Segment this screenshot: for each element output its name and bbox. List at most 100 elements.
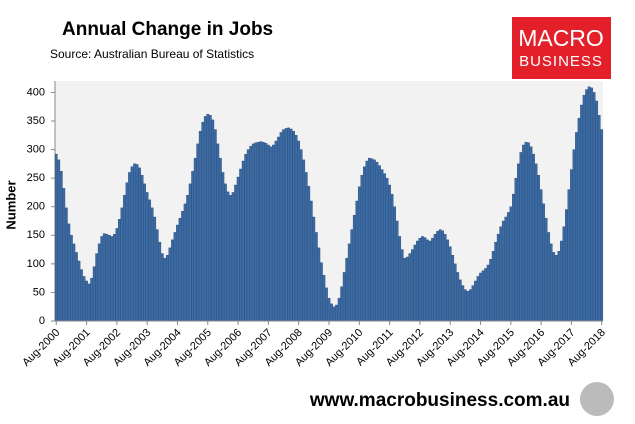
bar xyxy=(476,276,480,322)
bar xyxy=(62,188,66,322)
bar xyxy=(489,259,492,322)
bar xyxy=(279,132,283,322)
bar xyxy=(231,192,235,322)
bar xyxy=(90,277,93,322)
bar xyxy=(196,143,200,322)
bar xyxy=(171,239,174,322)
bar xyxy=(597,115,601,322)
bar xyxy=(592,92,596,322)
bar xyxy=(158,241,162,322)
bar xyxy=(501,220,505,322)
bar xyxy=(373,159,376,322)
bar xyxy=(519,152,523,322)
bar xyxy=(249,145,253,322)
bar xyxy=(123,195,126,322)
bar xyxy=(393,206,396,322)
chart-title: Annual Change in Jobs xyxy=(62,19,273,40)
bar xyxy=(491,251,495,322)
bar xyxy=(479,272,482,322)
bar xyxy=(416,240,419,322)
bar xyxy=(128,172,131,322)
bar xyxy=(562,226,566,322)
y-tick-label: 100 xyxy=(27,258,45,270)
bar xyxy=(514,177,518,322)
bar xyxy=(441,230,444,322)
y-tick-label: 150 xyxy=(27,229,45,241)
bar xyxy=(408,253,412,322)
bar xyxy=(522,144,525,322)
logo-text: MACRO xyxy=(518,25,604,51)
bar xyxy=(590,87,593,322)
bar xyxy=(214,129,217,322)
bar xyxy=(524,141,528,322)
bar xyxy=(577,117,581,322)
bar xyxy=(547,232,551,322)
y-axis-label: Number xyxy=(3,180,18,229)
bar xyxy=(385,177,389,322)
bar xyxy=(229,195,232,322)
bar xyxy=(224,183,227,322)
bar xyxy=(461,285,465,322)
bar xyxy=(506,212,510,322)
bar xyxy=(246,149,250,322)
bar xyxy=(160,253,164,322)
y-tick-label: 50 xyxy=(33,286,45,298)
bar xyxy=(368,157,371,322)
y-tick-label: 250 xyxy=(27,172,45,184)
bar xyxy=(163,257,167,322)
bar xyxy=(411,249,414,322)
bar xyxy=(458,279,462,322)
bar xyxy=(272,144,275,322)
bar xyxy=(282,129,285,322)
bar xyxy=(325,287,328,322)
bar xyxy=(277,136,280,322)
bar xyxy=(130,166,134,322)
bar xyxy=(193,157,197,322)
bar xyxy=(133,163,136,322)
bar xyxy=(178,217,182,322)
bar xyxy=(173,232,177,322)
bar xyxy=(398,236,402,322)
bar xyxy=(426,239,429,322)
bar xyxy=(226,191,230,322)
bar xyxy=(120,207,124,322)
bar xyxy=(557,251,561,322)
bar xyxy=(125,182,129,322)
bar xyxy=(140,175,144,322)
bar xyxy=(471,285,475,322)
bar xyxy=(309,200,313,322)
bar xyxy=(320,262,323,322)
bar xyxy=(400,249,404,322)
bar xyxy=(294,135,298,322)
bar xyxy=(262,141,265,322)
bar xyxy=(375,161,379,322)
bar xyxy=(236,176,240,322)
y-tick-label: 200 xyxy=(27,201,45,213)
bar xyxy=(100,236,104,322)
bar xyxy=(143,183,146,322)
bar xyxy=(201,121,205,322)
bar xyxy=(287,127,290,322)
bar xyxy=(95,253,99,322)
bar xyxy=(340,286,343,322)
bar xyxy=(110,236,114,322)
bar xyxy=(509,206,513,322)
bar xyxy=(317,247,321,322)
bar xyxy=(153,216,157,322)
bar xyxy=(559,240,563,322)
bar xyxy=(92,266,96,322)
bar xyxy=(534,163,538,322)
bar xyxy=(587,86,591,322)
bar xyxy=(135,164,139,322)
bar xyxy=(453,263,457,322)
logo-text: BUSINESS xyxy=(519,53,603,70)
bar xyxy=(350,229,354,322)
bar xyxy=(206,113,210,322)
bar xyxy=(75,252,78,322)
bar xyxy=(198,131,202,322)
bar xyxy=(65,207,68,322)
bar xyxy=(570,169,573,322)
bar xyxy=(155,229,159,322)
bar xyxy=(363,166,366,322)
bar xyxy=(239,168,242,322)
